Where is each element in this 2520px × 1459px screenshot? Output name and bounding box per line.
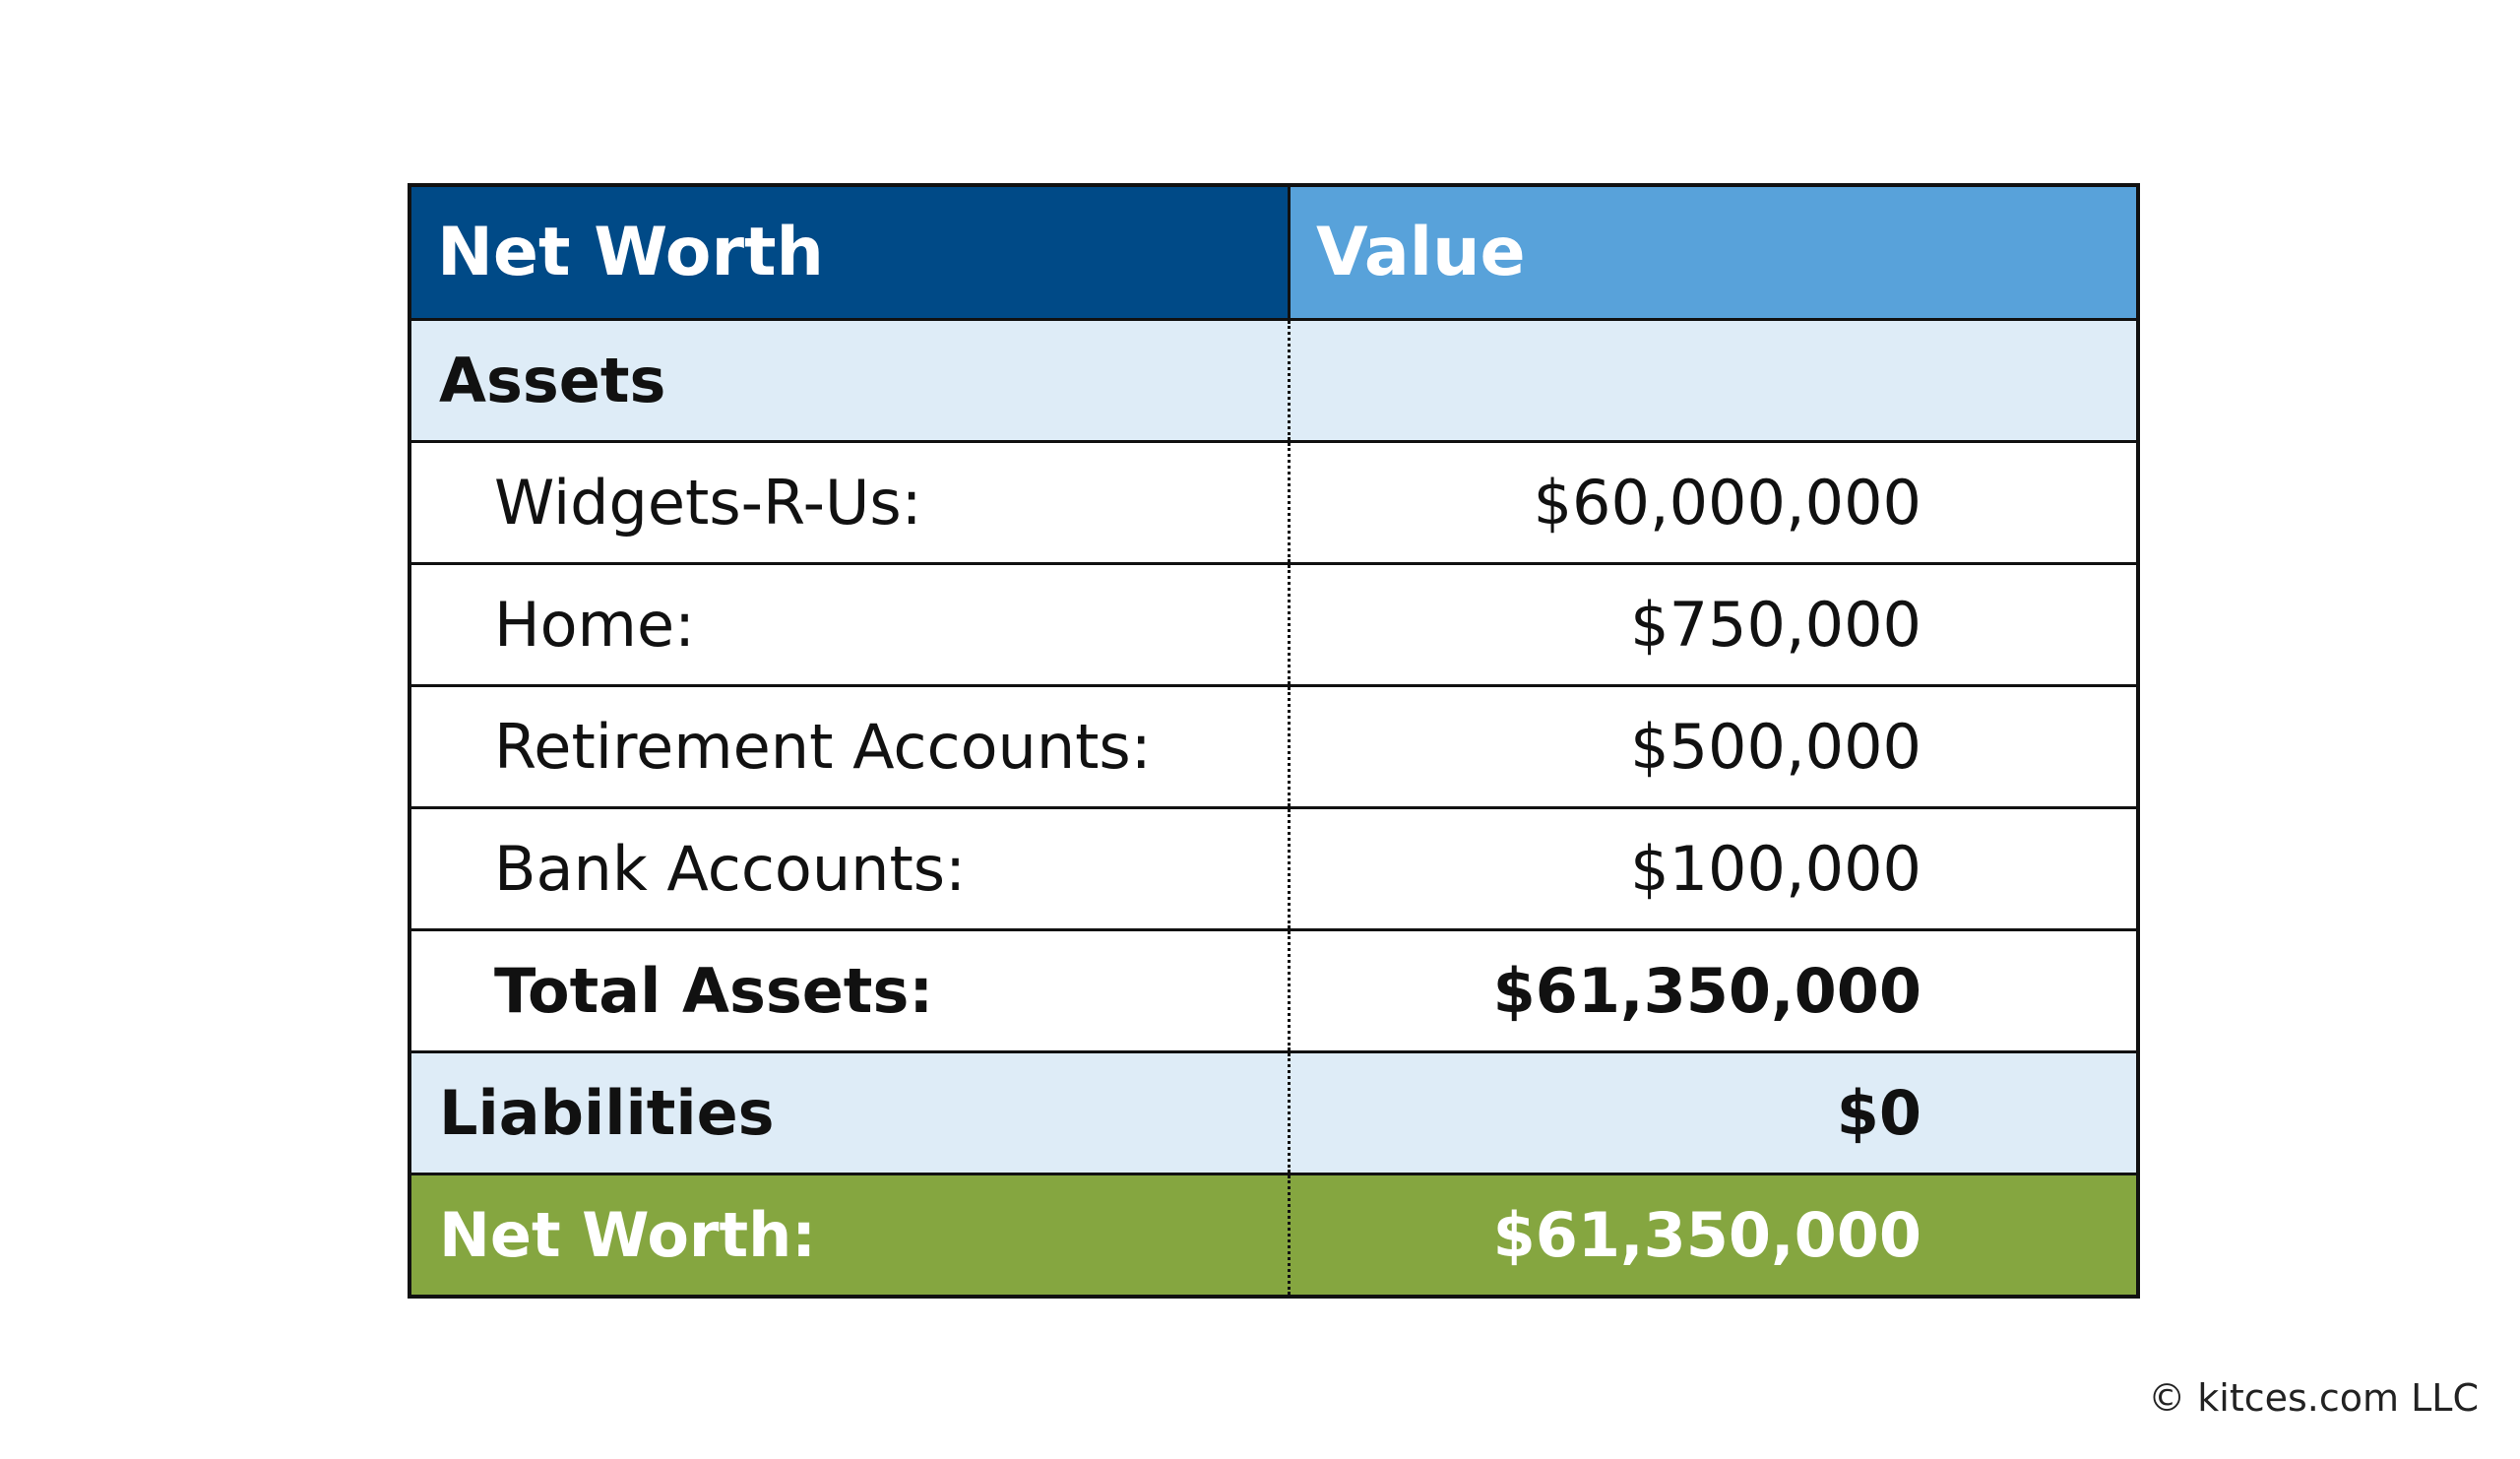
row-value-retirement: $500,000 [1630,711,1922,783]
table-row-net-worth: Net Worth: $61,350,000 [411,1173,2136,1295]
table-row-liabilities: Liabilities $0 [411,1050,2136,1173]
row-label-bank: Bank Accounts: [494,833,966,905]
row-label-retirement: Retirement Accounts: [494,711,1152,783]
row-label-cell: Assets [411,321,1291,440]
row-label-assets: Assets [439,345,666,416]
row-value-cell: $750,000 [1291,565,2136,684]
row-value-net-worth: $61,350,000 [1492,1199,1922,1271]
row-label-total-assets: Total Assets: [494,955,934,1027]
header-cell-net-worth: Net Worth [411,187,1291,318]
table-row-total-assets: Total Assets: $61,350,000 [411,928,2136,1050]
row-value-cell: $0 [1291,1053,2136,1173]
table-row-retirement: Retirement Accounts: $500,000 [411,684,2136,806]
row-label-net-worth: Net Worth: [439,1199,817,1271]
row-label-liabilities: Liabilities [439,1077,775,1149]
row-value-cell [1291,321,2136,440]
row-label-cell: Net Worth: [411,1175,1291,1295]
table-row-widgets: Widgets-R-Us: $60,000,000 [411,440,2136,562]
row-value-bank: $100,000 [1630,833,1922,905]
row-label-cell: Widgets-R-Us: [411,443,1291,562]
row-value-total-assets: $61,350,000 [1492,955,1922,1027]
row-value-cell: $100,000 [1291,809,2136,928]
row-value-cell: $61,350,000 [1291,1175,2136,1295]
row-label-cell: Total Assets: [411,931,1291,1050]
table-row-assets: Assets [411,318,2136,440]
column-header-value: Value [1316,214,1526,291]
header-cell-value: Value [1291,187,2136,318]
row-label-cell: Liabilities [411,1053,1291,1173]
row-value-cell: $500,000 [1291,687,2136,806]
row-value-cell: $61,350,000 [1291,931,2136,1050]
column-header-net-worth: Net Worth [437,214,824,291]
row-label-cell: Bank Accounts: [411,809,1291,928]
row-value-cell: $60,000,000 [1291,443,2136,562]
table-header-row: Net Worth Value [411,187,2136,318]
table-row-home: Home: $750,000 [411,562,2136,684]
row-value-liabilities: $0 [1836,1077,1922,1149]
copyright-notice: © kitces.com LLC [2148,1376,2479,1420]
row-label-cell: Retirement Accounts: [411,687,1291,806]
row-label-cell: Home: [411,565,1291,684]
net-worth-table: Net Worth Value Assets Widgets-R-Us: $60… [408,183,2140,1299]
row-value-home: $750,000 [1630,589,1922,661]
row-label-widgets: Widgets-R-Us: [494,467,922,539]
row-value-widgets: $60,000,000 [1533,467,1922,539]
table-row-bank: Bank Accounts: $100,000 [411,806,2136,928]
row-label-home: Home: [494,589,695,661]
